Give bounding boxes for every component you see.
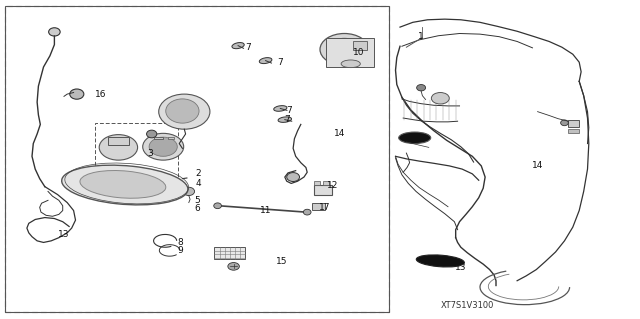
Text: 11: 11 xyxy=(260,206,271,215)
Ellipse shape xyxy=(214,203,221,209)
Bar xyxy=(214,247,245,259)
Ellipse shape xyxy=(228,263,239,270)
Text: 7: 7 xyxy=(284,115,289,124)
Bar xyxy=(326,38,374,67)
Text: 4: 4 xyxy=(196,179,201,188)
Text: 16: 16 xyxy=(95,90,107,99)
Text: 7: 7 xyxy=(246,43,251,52)
Bar xyxy=(323,181,329,185)
Bar xyxy=(353,41,367,50)
Ellipse shape xyxy=(49,28,60,36)
Bar xyxy=(312,203,325,210)
Ellipse shape xyxy=(183,187,195,196)
Bar xyxy=(95,123,178,187)
Ellipse shape xyxy=(328,38,360,61)
Ellipse shape xyxy=(287,173,300,182)
Ellipse shape xyxy=(143,133,184,160)
Ellipse shape xyxy=(431,93,449,104)
Ellipse shape xyxy=(399,132,431,144)
Text: 17: 17 xyxy=(319,203,331,212)
Ellipse shape xyxy=(341,60,360,68)
Text: 3: 3 xyxy=(148,149,153,158)
Text: 14: 14 xyxy=(333,130,345,138)
Ellipse shape xyxy=(99,135,138,160)
Text: 15: 15 xyxy=(276,257,287,266)
Ellipse shape xyxy=(80,171,166,198)
Bar xyxy=(168,137,174,139)
Text: 8: 8 xyxy=(178,238,183,247)
Bar xyxy=(314,185,332,195)
Bar xyxy=(154,137,163,139)
Bar xyxy=(568,129,579,133)
Text: 6: 6 xyxy=(195,204,200,213)
Ellipse shape xyxy=(259,58,272,63)
Ellipse shape xyxy=(232,42,244,49)
Ellipse shape xyxy=(561,120,568,126)
Bar xyxy=(5,6,389,312)
Ellipse shape xyxy=(70,89,84,99)
Ellipse shape xyxy=(61,165,188,205)
Text: 7: 7 xyxy=(287,106,292,115)
Text: 13: 13 xyxy=(58,230,70,239)
Ellipse shape xyxy=(416,255,465,267)
Text: 13: 13 xyxy=(455,263,467,272)
Text: 14: 14 xyxy=(532,161,543,170)
Bar xyxy=(108,137,129,145)
Text: 1: 1 xyxy=(419,32,424,41)
Text: 10: 10 xyxy=(353,48,364,57)
Bar xyxy=(5,6,389,312)
Bar xyxy=(568,120,579,127)
Ellipse shape xyxy=(166,99,199,123)
Text: XT7S1V3100: XT7S1V3100 xyxy=(440,301,494,310)
Ellipse shape xyxy=(278,117,292,122)
Text: 12: 12 xyxy=(327,181,339,189)
Text: 9: 9 xyxy=(178,246,183,255)
Ellipse shape xyxy=(417,85,426,91)
Text: 5: 5 xyxy=(195,197,200,205)
Ellipse shape xyxy=(274,106,287,111)
Ellipse shape xyxy=(320,33,369,65)
Ellipse shape xyxy=(149,137,177,156)
Ellipse shape xyxy=(303,209,311,215)
Bar xyxy=(314,181,320,185)
Ellipse shape xyxy=(159,94,210,129)
Text: 7: 7 xyxy=(278,58,283,67)
Ellipse shape xyxy=(147,130,157,138)
Text: 2: 2 xyxy=(196,169,201,178)
